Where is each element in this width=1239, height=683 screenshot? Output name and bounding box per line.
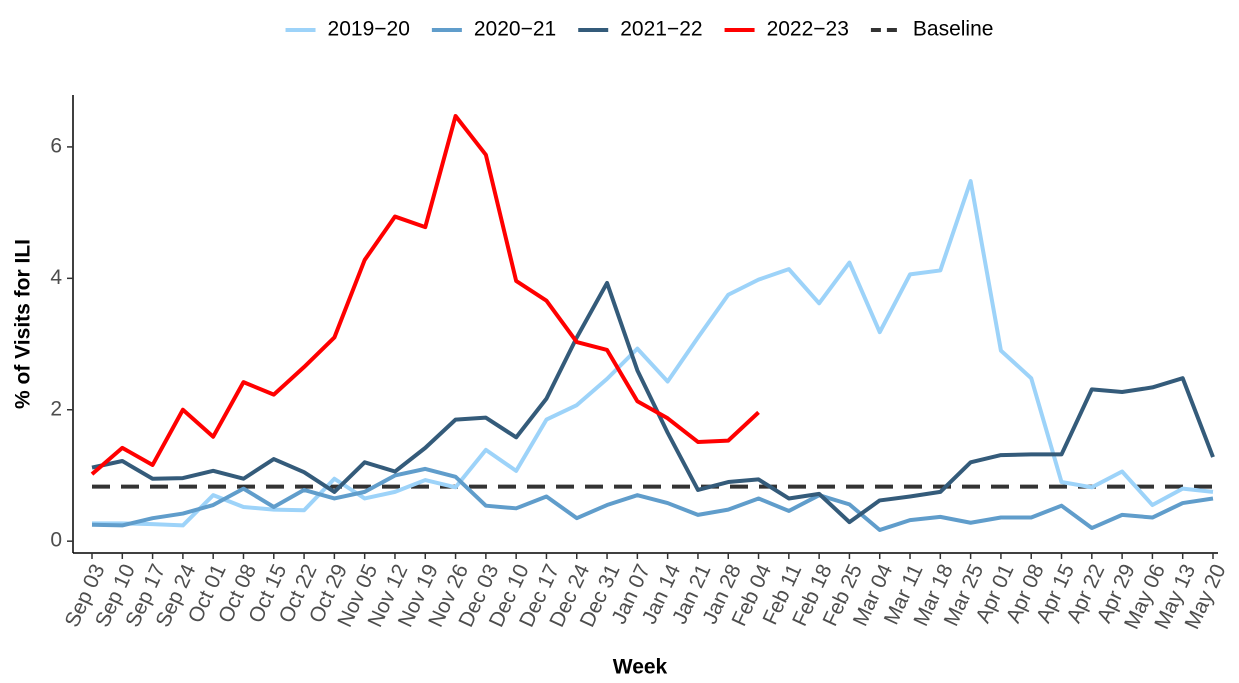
legend-label: 2019−20 [328,18,410,41]
legend: 2019−20 2020−21 2021−22 2022−23 Baseline [285,18,994,41]
series-line [92,179,1214,528]
legend-label: 2020−21 [474,18,556,41]
y-tick-label: 6 [50,134,62,157]
x-axis-title: Week [613,656,668,679]
y-tick-label: 0 [50,529,62,552]
y-tick-label: 4 [50,266,62,289]
series-line [90,114,760,476]
legend-label: Baseline [913,18,994,41]
y-tick-label: 2 [50,397,62,420]
y-axis-title: % of Visits for ILI [12,239,35,409]
series-line [91,280,1215,525]
legend-label: 2021−22 [620,18,702,41]
legend-label: 2022−23 [767,18,849,41]
series-line [91,466,1214,533]
